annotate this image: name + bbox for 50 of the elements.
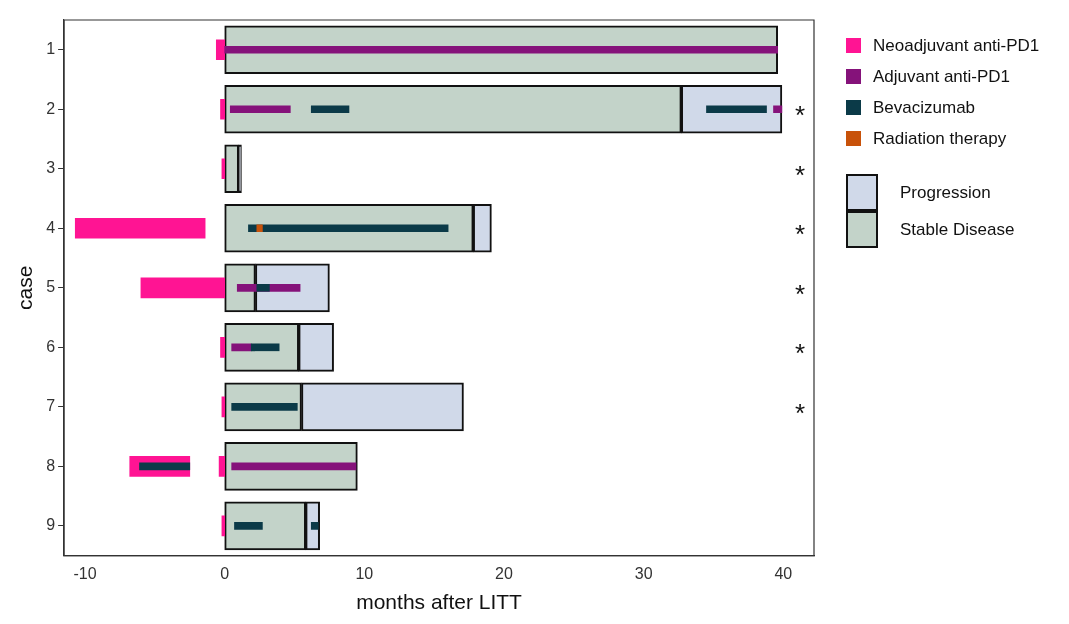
y-tick-label: 5 xyxy=(46,278,56,296)
bar xyxy=(74,217,206,239)
legend-label: Neoadjuvant anti-PD1 xyxy=(873,35,1040,56)
bar xyxy=(256,224,263,233)
legend-label: Stable Disease xyxy=(900,219,1015,240)
y-axis-title: case xyxy=(13,265,37,310)
y-tick-label: 1 xyxy=(46,40,56,58)
bar xyxy=(229,105,291,114)
legend-label: Bevacizumab xyxy=(873,97,976,118)
y-tick-label: 9 xyxy=(46,516,56,534)
bar xyxy=(231,462,357,471)
annotation: * xyxy=(794,100,806,131)
bar xyxy=(773,105,783,114)
bar xyxy=(215,39,226,61)
y-tick-label: 3 xyxy=(46,159,56,177)
annotation: * xyxy=(794,159,806,190)
bar xyxy=(231,343,252,352)
annotation: * xyxy=(794,397,806,428)
y-tick-label: 8 xyxy=(46,456,56,474)
bar xyxy=(248,224,449,233)
bar xyxy=(234,522,263,530)
x-tick-label: 40 xyxy=(774,564,793,582)
legend-label: Progression xyxy=(900,182,991,203)
y-tick-label: 6 xyxy=(46,337,56,355)
bar xyxy=(256,283,270,292)
y-tick-label: 7 xyxy=(46,397,56,415)
x-tick-label: 30 xyxy=(634,564,653,582)
bar xyxy=(231,402,298,411)
x-tick-label: 10 xyxy=(355,564,374,582)
bar xyxy=(220,336,226,358)
annotation: * xyxy=(794,278,806,309)
annotation: * xyxy=(794,219,806,250)
x-tick-label: 20 xyxy=(495,564,513,582)
bar xyxy=(220,98,226,120)
y-tick-label: 2 xyxy=(46,99,56,117)
bar xyxy=(706,105,767,114)
bar xyxy=(140,277,226,299)
legend-label: Adjuvant anti-PD1 xyxy=(873,66,1011,87)
x-axis-title: months after LITT xyxy=(356,590,523,614)
y-tick-label: 4 xyxy=(46,218,56,236)
bar xyxy=(250,343,280,352)
x-tick-label: -10 xyxy=(73,564,97,582)
bar xyxy=(139,462,191,471)
bar xyxy=(310,105,350,114)
legend-label: Radiation therapy xyxy=(873,128,1007,149)
bar xyxy=(218,456,226,477)
bar xyxy=(310,522,319,530)
bar xyxy=(224,45,779,54)
annotation: * xyxy=(794,338,806,369)
x-tick-label: 0 xyxy=(220,564,230,582)
